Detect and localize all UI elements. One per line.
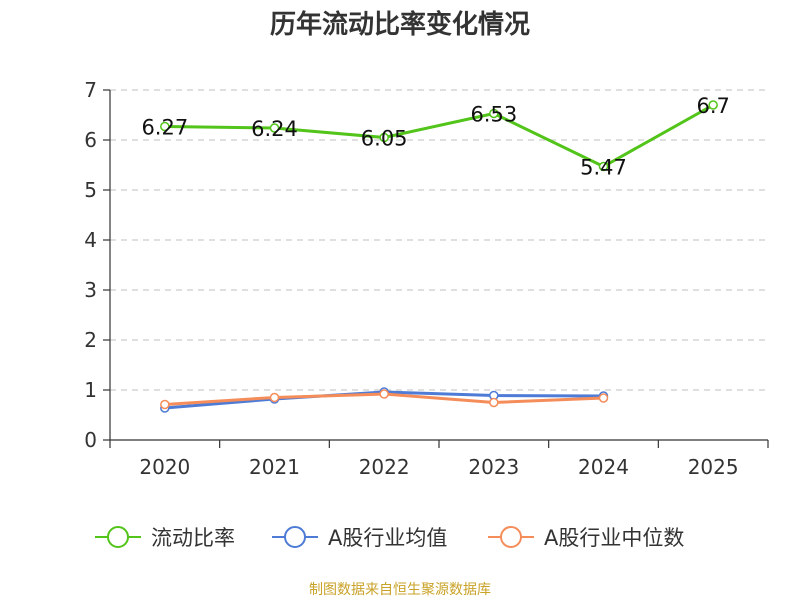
data-label: 6.05 (361, 127, 408, 151)
legend-label[interactable]: A股行业中位数 (544, 526, 684, 550)
x-tick-label: 2020 (139, 455, 190, 479)
x-tick-label: 2023 (468, 455, 519, 479)
y-tick-label: 0 (84, 428, 97, 452)
y-tick-label: 4 (84, 228, 97, 252)
x-tick-label: 2024 (578, 455, 629, 479)
data-point[interactable] (598, 393, 609, 403)
data-point[interactable] (269, 392, 280, 403)
chart-title: 历年流动比率变化情况 (270, 9, 530, 40)
legend-marker[interactable] (107, 526, 129, 548)
data-label: 5.47 (580, 156, 627, 180)
series-line (164, 103, 714, 168)
data-point[interactable] (379, 132, 389, 143)
data-label: 6.24 (251, 117, 298, 141)
data-label: 6.7 (696, 94, 729, 118)
y-tick-label: 2 (84, 328, 97, 352)
x-tick-label: 2021 (249, 455, 300, 479)
data-point[interactable] (489, 108, 499, 119)
legend-label[interactable]: 流动比率 (151, 526, 235, 550)
data-point[interactable] (489, 397, 499, 408)
data-point[interactable] (708, 100, 718, 110)
data-label: 6.27 (141, 116, 188, 140)
legend-label[interactable]: A股行业均值 (328, 526, 447, 550)
footer-source: 制图数据来自恒生聚源数据库 (309, 582, 491, 598)
x-tick-label: 2022 (359, 455, 410, 479)
y-tick-label: 3 (84, 278, 97, 302)
y-tick-label: 5 (84, 178, 97, 202)
legend-marker[interactable] (284, 526, 306, 548)
data-point[interactable] (269, 123, 280, 133)
data-point[interactable] (379, 389, 389, 399)
y-tick-label: 1 (84, 378, 97, 402)
x-tick-label: 2025 (688, 455, 739, 479)
y-tick-label: 7 (84, 78, 97, 102)
y-tick-label: 6 (84, 128, 97, 152)
data-point[interactable] (598, 161, 609, 172)
data-point[interactable] (160, 121, 170, 132)
legend-marker[interactable] (500, 526, 522, 548)
data-label: 6.53 (470, 103, 517, 127)
data-point[interactable] (160, 399, 170, 410)
